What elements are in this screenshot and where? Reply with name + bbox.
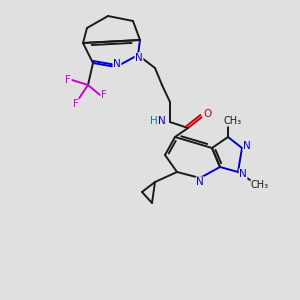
Text: N: N — [158, 116, 166, 126]
Text: CH₃: CH₃ — [251, 180, 269, 190]
Text: N: N — [196, 177, 204, 187]
Text: N: N — [243, 141, 251, 151]
Text: F: F — [101, 90, 107, 100]
Text: F: F — [65, 75, 71, 85]
Text: F: F — [73, 99, 79, 109]
Text: H: H — [150, 116, 158, 126]
Text: N: N — [113, 59, 121, 69]
Text: O: O — [203, 109, 211, 119]
Text: CH₃: CH₃ — [224, 116, 242, 126]
Text: N: N — [135, 53, 143, 63]
Text: N: N — [239, 169, 247, 179]
